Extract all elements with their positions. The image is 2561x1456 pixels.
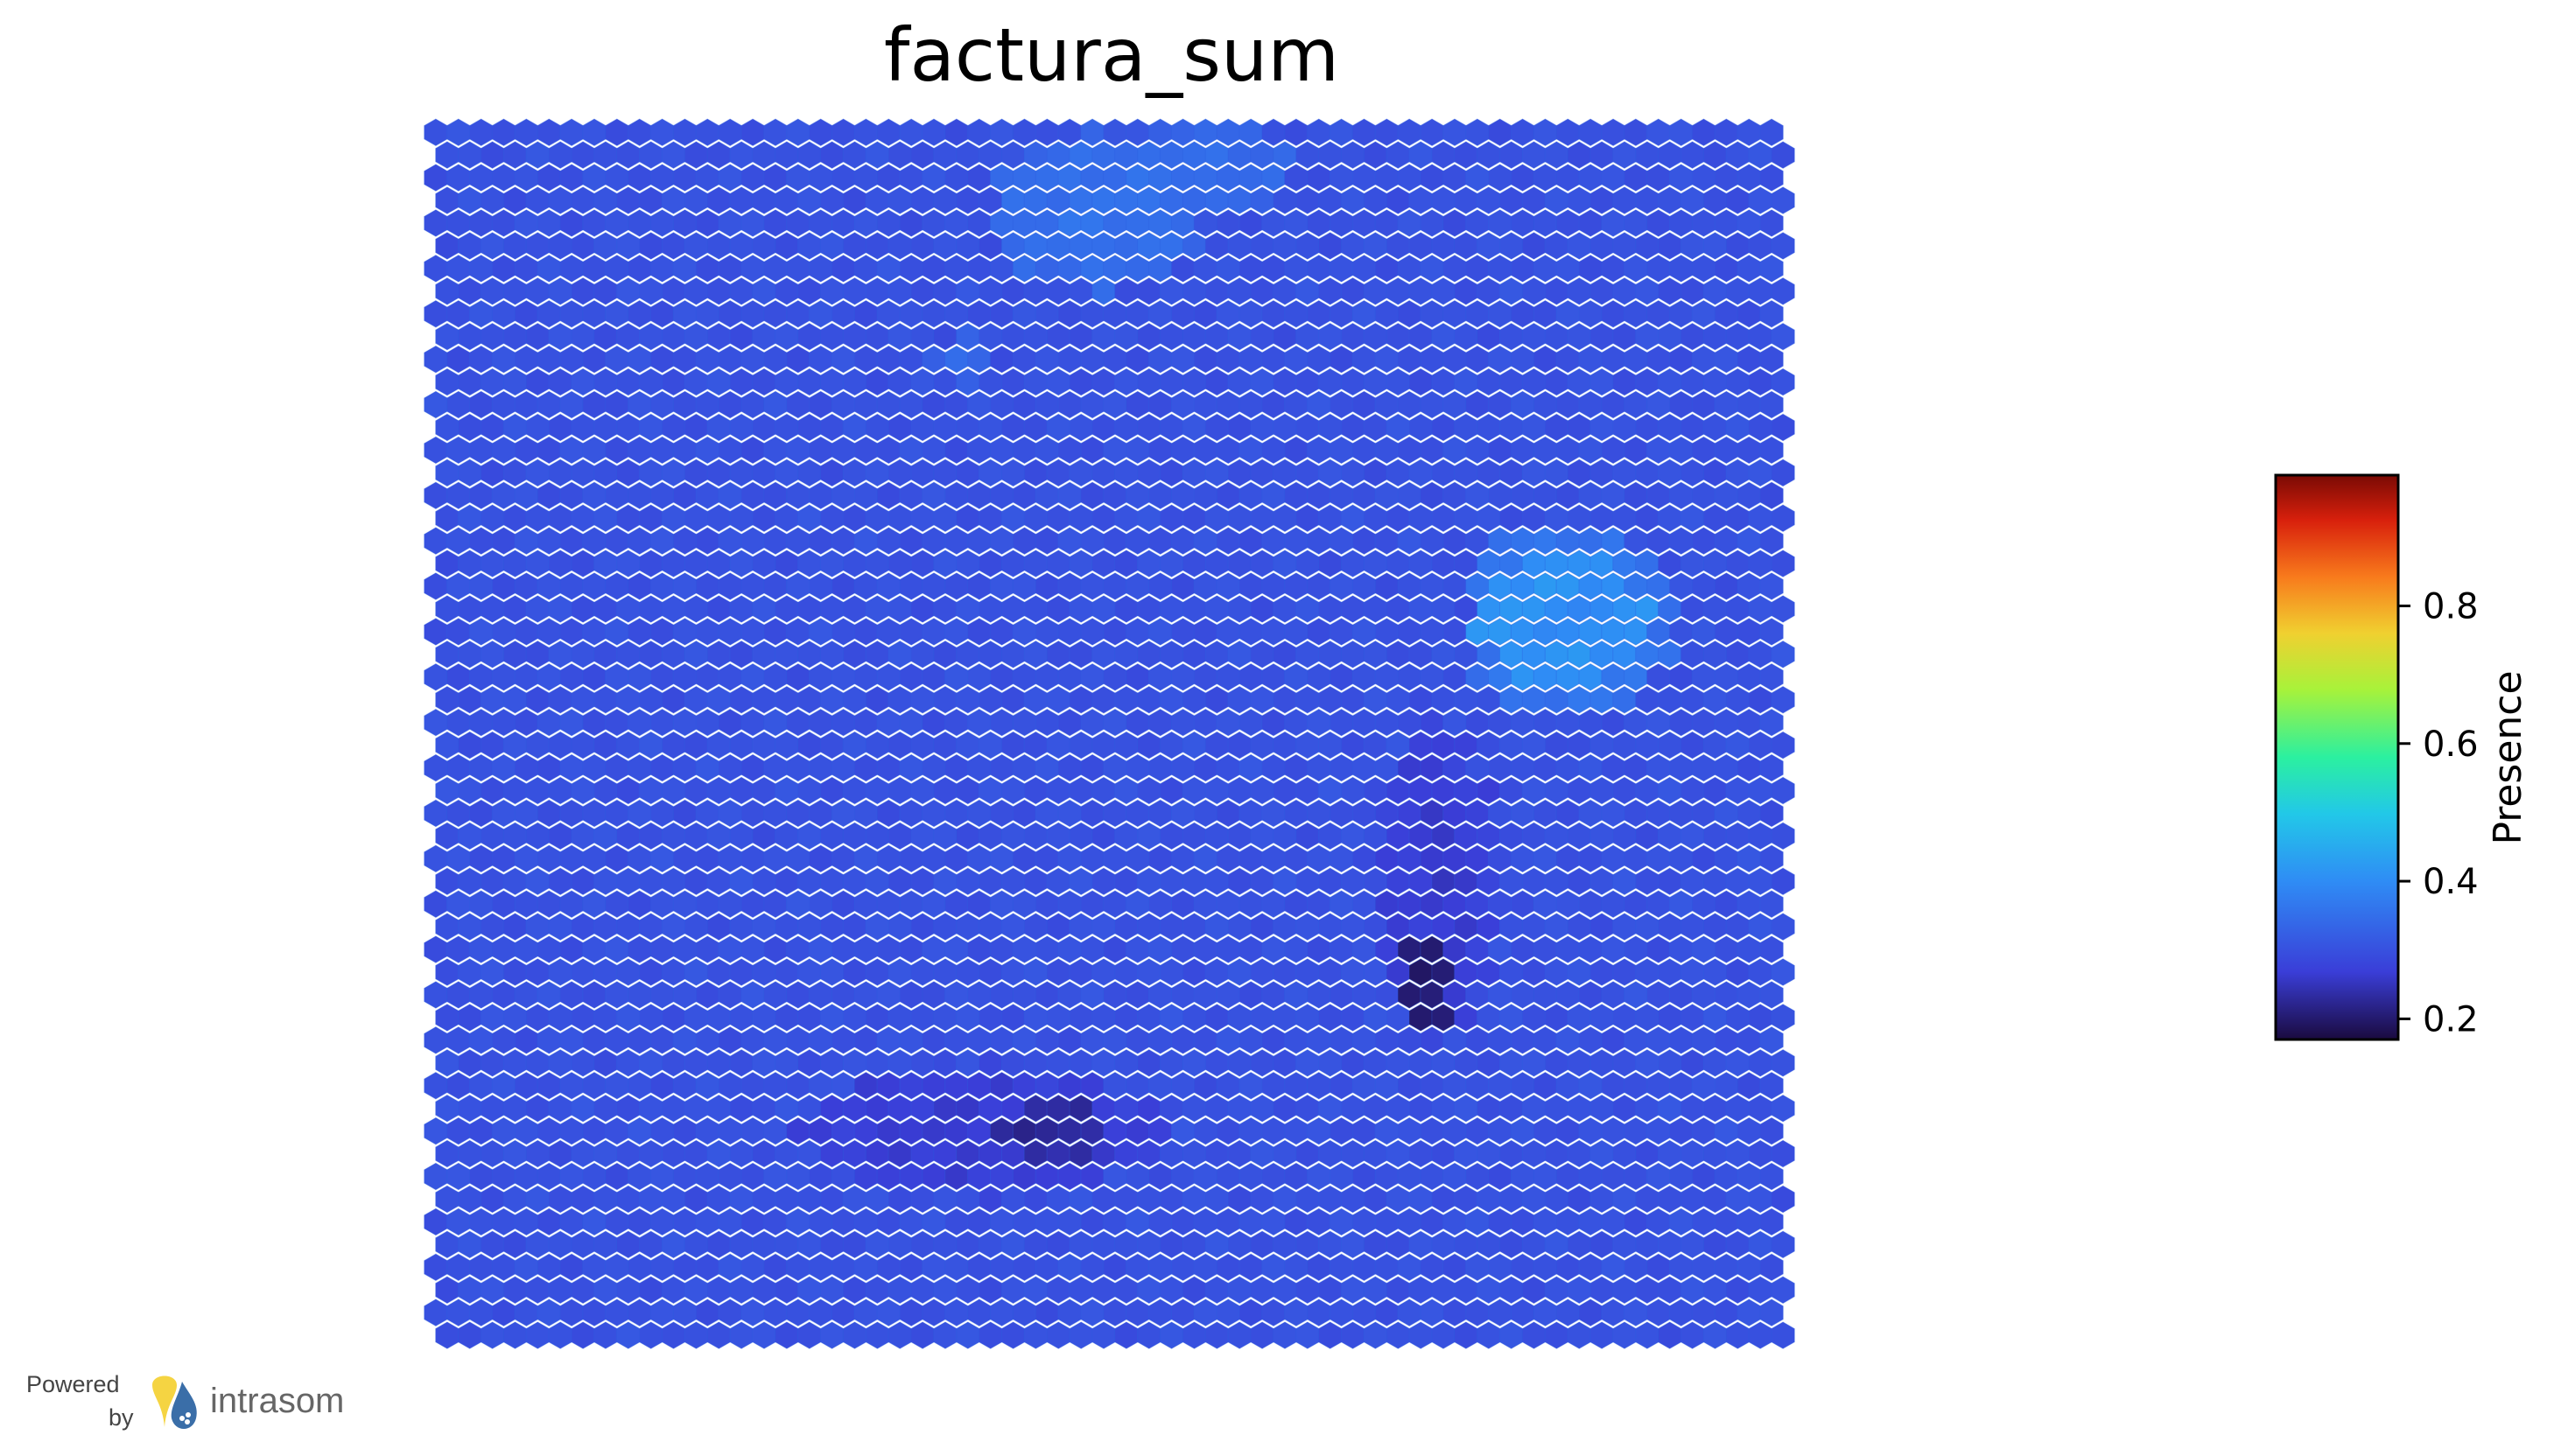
hex-cell — [1759, 753, 1784, 782]
hex-cell — [1771, 685, 1795, 714]
hex-cell — [1759, 527, 1784, 555]
colorbar-gradient — [2274, 473, 2400, 1041]
hex-cell — [1759, 663, 1784, 691]
hex-cell — [1771, 867, 1795, 896]
hex-cell — [1771, 640, 1795, 668]
hex-cell — [1759, 572, 1784, 600]
hex-cell — [1759, 118, 1784, 147]
powered-by-logo: Powered by intrasom — [25, 1369, 392, 1439]
hex-cell — [1771, 504, 1795, 533]
hex-cell — [1771, 822, 1795, 850]
by-label: by — [109, 1404, 134, 1431]
hex-cell — [1771, 186, 1795, 214]
colorbar-tick-label: 0.2 — [2423, 999, 2479, 1040]
hex-cell — [1759, 799, 1784, 828]
hex-cell — [1771, 232, 1795, 260]
hex-cell — [1759, 708, 1784, 737]
colorbar-ticks: 0.2 0.4 0.6 0.8 — [2398, 586, 2479, 1040]
hex-cell — [1759, 436, 1784, 465]
colorbar-tick-label: 0.6 — [2423, 724, 2479, 765]
brand-name: intrasom — [210, 1382, 345, 1420]
hex-cell — [1771, 368, 1795, 396]
hex-cell — [1771, 958, 1795, 986]
hex-cell — [1771, 141, 1795, 169]
hex-cell — [1759, 164, 1784, 192]
hex-cell — [1759, 390, 1784, 419]
hex-cell — [1759, 890, 1784, 919]
hex-cell — [1771, 413, 1795, 442]
hex-cell — [1759, 618, 1784, 646]
hex-cell — [1771, 731, 1795, 760]
powered-label: Powered — [26, 1371, 120, 1397]
chart-title: factura_sum — [883, 12, 1340, 98]
hex-cell — [1771, 550, 1795, 578]
hex-cell — [1771, 322, 1795, 351]
hex-cell — [1759, 209, 1784, 237]
hex-cell — [1759, 981, 1784, 1009]
hex-cell — [1759, 255, 1784, 283]
colorbar-label: Presence — [2486, 670, 2530, 844]
hex-cell — [1759, 345, 1784, 374]
hex-cell — [1759, 299, 1784, 328]
hex-cell — [1771, 913, 1795, 941]
hex-cell — [1759, 481, 1784, 510]
hex-cell — [1771, 1004, 1795, 1032]
hex-cell — [1771, 776, 1795, 805]
hex-cell — [1771, 458, 1795, 487]
hex-cell — [1759, 844, 1784, 873]
hex-cell — [1759, 935, 1784, 963]
hex-cell — [1771, 595, 1795, 623]
colorbar-tick-label: 0.4 — [2423, 862, 2479, 902]
colorbar-tick-label: 0.8 — [2423, 586, 2479, 626]
intrasom-logo-icon — [152, 1376, 197, 1429]
hex-cell — [1771, 277, 1795, 305]
